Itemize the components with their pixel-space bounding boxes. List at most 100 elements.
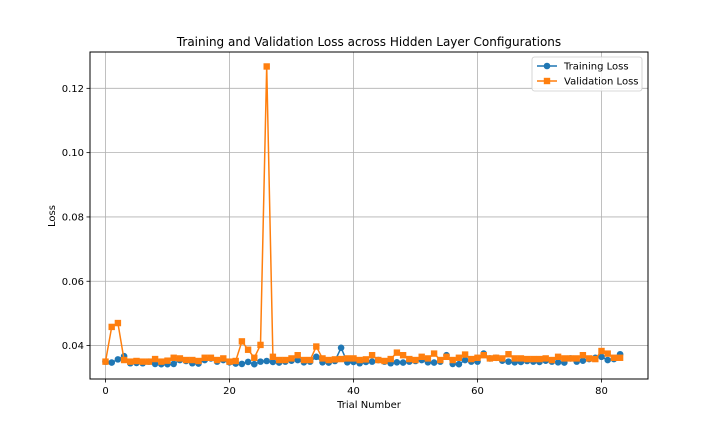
training-loss-point xyxy=(604,356,611,364)
validation-loss-point xyxy=(430,350,438,357)
validation-loss-point xyxy=(207,354,215,361)
validation-loss-point xyxy=(251,354,258,361)
y-tick-label: 0.04 xyxy=(62,341,84,352)
legend-validation-loss-label: Validation Loss xyxy=(564,77,639,88)
validation-loss-point xyxy=(139,358,146,365)
legend-box xyxy=(531,56,643,92)
validation-loss-point xyxy=(108,323,115,331)
x-tick-label: 60 xyxy=(471,386,484,397)
validation-loss-point xyxy=(598,347,605,355)
validation-loss-point xyxy=(151,355,159,363)
validation-loss-point xyxy=(468,355,475,363)
validation-loss-point xyxy=(499,355,506,362)
validation-loss-point xyxy=(213,356,221,364)
validation-loss-point xyxy=(393,349,401,356)
validation-loss-point xyxy=(306,356,314,364)
training-loss-point xyxy=(337,344,345,352)
training-loss-point xyxy=(455,360,463,368)
training-loss-point xyxy=(244,358,252,366)
validation-loss-point xyxy=(344,355,351,362)
y-tick-label: 0.10 xyxy=(62,148,84,159)
validation-loss-point xyxy=(579,352,587,359)
validation-loss-point xyxy=(114,319,122,327)
validation-loss-point xyxy=(238,338,246,345)
validation-loss-point xyxy=(375,356,382,364)
validation-loss-point xyxy=(201,354,208,361)
training-loss-point xyxy=(399,359,407,366)
validation-loss-point xyxy=(319,355,326,362)
validation-loss-point xyxy=(387,355,394,363)
validation-loss-point xyxy=(362,356,370,363)
validation-loss-point xyxy=(554,353,562,361)
validation-loss-point xyxy=(368,352,376,359)
training-loss-point xyxy=(598,353,605,361)
series-layer xyxy=(102,63,624,368)
validation-loss-point xyxy=(424,355,432,362)
x-tick-label: 20 xyxy=(223,386,236,397)
validation-loss-point xyxy=(486,355,494,362)
validation-loss-point xyxy=(257,341,264,349)
validation-loss-point xyxy=(610,354,618,361)
validation-loss-point xyxy=(282,356,289,364)
training-loss-point xyxy=(430,359,438,366)
validation-loss-point xyxy=(418,353,425,361)
training-loss-point xyxy=(170,360,177,368)
validation-loss-point xyxy=(294,352,301,359)
validation-loss-point xyxy=(145,358,153,365)
x-tick-label: 0 xyxy=(102,386,108,397)
validation-loss-point xyxy=(592,355,599,363)
training-loss-point xyxy=(579,357,587,364)
validation-loss-point xyxy=(406,355,413,363)
legend-training-loss-label: Training Loss xyxy=(563,62,629,73)
validation-loss-point xyxy=(455,354,463,361)
validation-loss-point xyxy=(182,356,190,364)
training-loss-point xyxy=(269,358,277,366)
validation-loss-point xyxy=(133,357,140,365)
legend-validation-loss-marker xyxy=(543,77,551,85)
validation-loss-point xyxy=(337,355,345,363)
validation-loss-point xyxy=(350,355,357,362)
validation-loss-point xyxy=(412,356,419,364)
validation-loss-point xyxy=(399,352,407,359)
validation-loss-point xyxy=(170,354,177,361)
validation-loss-point xyxy=(220,355,227,362)
x-tick-label: 40 xyxy=(347,386,360,397)
validation-loss-point xyxy=(313,343,320,350)
legend-training-loss-marker xyxy=(543,62,551,70)
training-loss-point xyxy=(238,360,246,368)
training-loss-point xyxy=(114,356,122,363)
validation-loss-point xyxy=(505,351,512,358)
validation-loss-point xyxy=(437,356,444,364)
training-loss-point xyxy=(505,358,512,365)
validation-loss-point xyxy=(195,357,202,365)
validation-loss-point xyxy=(325,356,332,364)
validation-loss-point xyxy=(480,352,487,359)
plot-frame xyxy=(89,51,649,380)
y-tick-label: 0.06 xyxy=(62,277,84,288)
validation-loss-point xyxy=(530,355,537,363)
validation-loss-point xyxy=(542,355,549,362)
validation-loss-point xyxy=(189,356,196,364)
validation-loss-point xyxy=(461,351,469,358)
validation-loss-point xyxy=(517,355,525,362)
validation-loss-point xyxy=(585,355,593,362)
validation-loss-point xyxy=(102,358,109,365)
training-loss-point xyxy=(393,358,401,366)
x-axis-label: Trial Number xyxy=(336,400,402,411)
validation-loss-point xyxy=(232,357,239,365)
legend: Training Loss Validation Loss xyxy=(531,56,643,92)
validation-loss-point xyxy=(331,356,339,363)
validation-loss-point xyxy=(288,355,295,362)
training-loss-point xyxy=(313,353,320,361)
validation-loss-point xyxy=(226,358,233,365)
validation-loss-point xyxy=(536,355,543,363)
training-loss-point xyxy=(108,359,115,366)
validation-loss-point xyxy=(275,356,283,364)
validation-loss-point xyxy=(548,356,556,364)
validation-loss-point xyxy=(474,354,481,361)
validation-loss-point xyxy=(573,355,580,362)
training-loss-point xyxy=(251,360,258,368)
validation-loss-point xyxy=(127,358,134,365)
validation-loss-point xyxy=(616,354,624,361)
validation-loss-point xyxy=(492,354,500,361)
